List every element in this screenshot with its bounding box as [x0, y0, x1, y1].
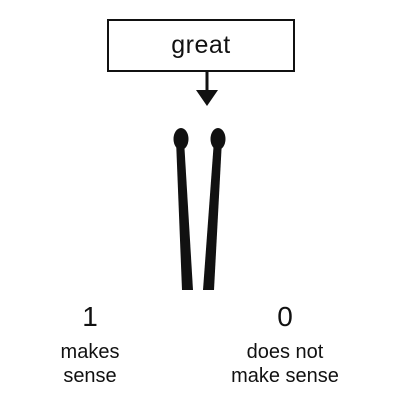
right-option-label-line1: does not: [246, 340, 324, 363]
right-stick: [203, 140, 222, 290]
word-box: great: [107, 19, 295, 72]
right-stick-tip: [210, 128, 226, 150]
left-stick: [176, 140, 193, 290]
left-option-value: 1: [82, 301, 98, 332]
right-option-label-line2: make sense: [231, 364, 339, 387]
word-text: great: [171, 31, 231, 59]
left-stick-tip: [173, 128, 189, 150]
right-option: 0 does not make sense: [215, 300, 355, 388]
right-option-value: 0: [277, 301, 293, 332]
left-option: 1 makes sense: [40, 300, 140, 388]
arrow-head-icon: [196, 90, 218, 106]
left-option-label-line1: makes: [60, 340, 120, 363]
left-option-label-line2: sense: [63, 364, 117, 387]
